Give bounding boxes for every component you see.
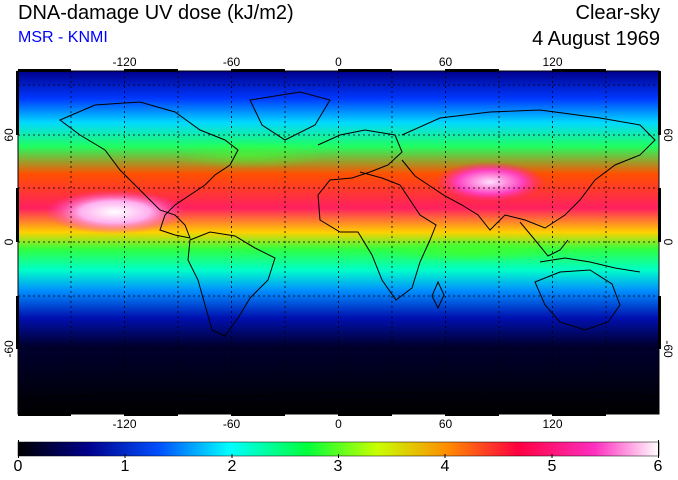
lat-label: 0 bbox=[661, 239, 675, 246]
latitude-labels-left: 60 0 -60 bbox=[2, 128, 16, 358]
lon-label: 0 bbox=[335, 55, 342, 69]
lon-label: 120 bbox=[542, 417, 562, 431]
lon-label: -120 bbox=[112, 417, 136, 431]
colorbar-label: 2 bbox=[227, 458, 237, 475]
atlantic-green bbox=[170, 141, 330, 169]
south-america-coast bbox=[187, 231, 276, 337]
lat-label: 0 bbox=[2, 238, 16, 245]
lat-label: 60 bbox=[661, 128, 675, 142]
lon-label: 0 bbox=[335, 417, 342, 431]
colorbar-label: 6 bbox=[653, 458, 663, 475]
north-america-coast bbox=[59, 101, 239, 239]
greenland-coast bbox=[249, 91, 331, 141]
tibet-hotspot bbox=[435, 162, 545, 202]
lon-label: -120 bbox=[112, 55, 136, 69]
latitude-labels-right: 60 0 -60 bbox=[661, 128, 675, 358]
lon-label: 60 bbox=[439, 417, 453, 431]
indochina-coast bbox=[519, 221, 569, 257]
maritime-asia-coast bbox=[539, 257, 641, 273]
frame-scale-bars bbox=[16, 69, 661, 416]
lat-label: -60 bbox=[2, 340, 16, 358]
longitude-labels-top: -120 -60 0 60 120 bbox=[112, 55, 562, 69]
madagascar-coast bbox=[431, 280, 445, 310]
colorbar-label: 3 bbox=[333, 458, 343, 475]
lon-label: -60 bbox=[223, 417, 241, 431]
colorbar-label: 1 bbox=[120, 458, 130, 475]
coastlines bbox=[18, 91, 659, 399]
antarctica-coast bbox=[18, 391, 659, 399]
longitude-labels-bottom: -120 -60 0 60 120 bbox=[112, 417, 562, 431]
lon-label: 60 bbox=[439, 55, 453, 69]
europe-africa-coast bbox=[317, 129, 437, 301]
lon-label: 120 bbox=[542, 55, 562, 69]
australia-coast bbox=[534, 269, 621, 331]
map-title: DNA-damage UV dose (kJ/m2) bbox=[18, 2, 294, 24]
graticule bbox=[18, 71, 659, 414]
colorbar-label: 4 bbox=[440, 458, 450, 475]
data-source-label: MSR - KNMI bbox=[18, 29, 108, 46]
indian-ocean-green bbox=[380, 238, 560, 262]
date-label: 4 August 1969 bbox=[532, 28, 660, 50]
colorbar-ticks bbox=[18, 440, 659, 458]
pacific-hotspot bbox=[45, 190, 185, 234]
colorbar-label: 5 bbox=[547, 458, 557, 475]
lat-label: -60 bbox=[661, 340, 675, 358]
colorbar bbox=[17, 441, 660, 457]
sky-condition-label: Clear-sky bbox=[575, 2, 660, 24]
colorbar-label: 0 bbox=[13, 458, 23, 475]
lon-label: -60 bbox=[223, 55, 241, 69]
asia-coast bbox=[401, 109, 656, 231]
lat-label: 60 bbox=[2, 128, 16, 142]
